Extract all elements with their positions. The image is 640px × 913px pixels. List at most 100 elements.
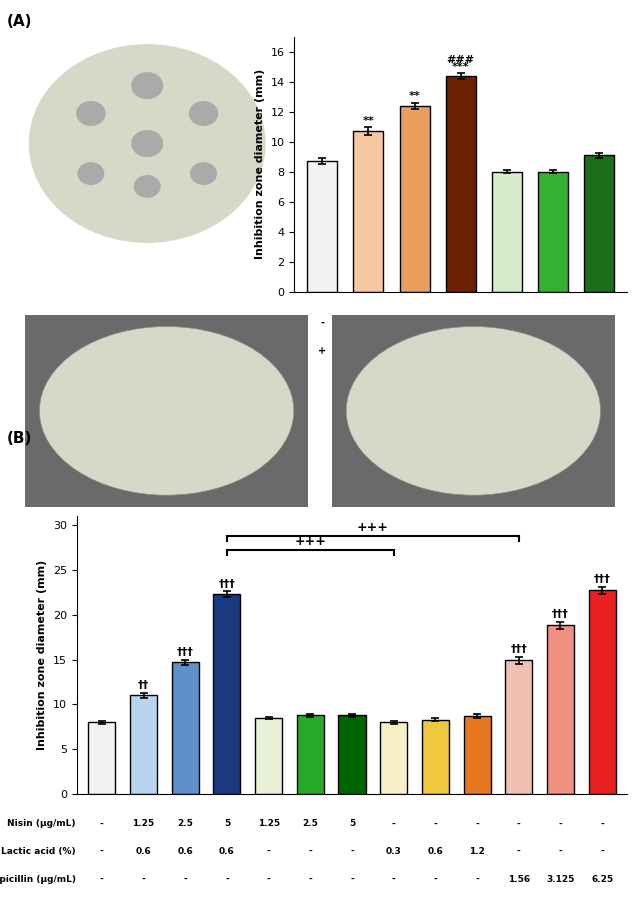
Bar [584, 155, 614, 292]
Text: -: - [559, 819, 563, 828]
Text: 1.56: 1.56 [508, 875, 530, 884]
Text: **: ** [362, 116, 374, 126]
Text: -: - [350, 875, 354, 884]
Text: 3.125: 3.125 [547, 875, 575, 884]
Text: -: - [517, 847, 521, 856]
Bar [505, 660, 532, 794]
FancyBboxPatch shape [332, 315, 615, 507]
Text: -: - [433, 819, 437, 828]
Bar [297, 715, 324, 794]
Ellipse shape [39, 327, 294, 495]
Bar [339, 715, 365, 794]
Circle shape [77, 101, 105, 125]
Text: †††: ††† [510, 645, 527, 655]
Text: -: - [598, 346, 602, 356]
Ellipse shape [29, 45, 265, 242]
Text: Nisin (μg/mL): Nisin (μg/mL) [216, 318, 291, 328]
Text: (A): (A) [6, 14, 32, 28]
Text: 5: 5 [596, 318, 603, 328]
Bar [422, 719, 449, 794]
Circle shape [189, 101, 218, 125]
Text: Nisin (μg/mL): Nisin (μg/mL) [8, 819, 76, 828]
Text: -: - [100, 847, 104, 856]
Text: -: - [476, 875, 479, 884]
Text: **: ** [409, 91, 420, 101]
Bar [399, 106, 429, 292]
Text: -: - [392, 819, 396, 828]
Text: -: - [320, 318, 324, 328]
Text: 6.25: 6.25 [591, 875, 613, 884]
Y-axis label: Inhibition zone diameter (mm): Inhibition zone diameter (mm) [255, 69, 265, 259]
Text: +++: +++ [357, 520, 388, 534]
Text: 5: 5 [224, 819, 230, 828]
Text: -: - [183, 875, 187, 884]
Text: 2.5: 2.5 [302, 819, 318, 828]
Text: 1.2: 1.2 [469, 847, 485, 856]
Text: -: - [600, 819, 604, 828]
Circle shape [191, 163, 216, 184]
Bar [172, 662, 199, 794]
Text: †††: ††† [552, 609, 569, 619]
Text: 5: 5 [349, 819, 355, 828]
Text: 1.25: 1.25 [356, 318, 380, 328]
Text: ***: *** [452, 62, 470, 72]
Text: †††: ††† [177, 647, 194, 656]
FancyBboxPatch shape [25, 315, 308, 507]
Text: †††: ††† [218, 579, 236, 589]
Bar [538, 172, 568, 292]
Text: +: + [457, 346, 465, 356]
Text: 0.3: 0.3 [386, 847, 401, 856]
Text: 0.6: 0.6 [219, 847, 235, 856]
Text: -: - [505, 346, 509, 356]
Circle shape [132, 131, 163, 156]
Text: -: - [559, 847, 563, 856]
Text: 0.6: 0.6 [177, 847, 193, 856]
Text: 0.6: 0.6 [428, 847, 444, 856]
Text: -: - [308, 875, 312, 884]
Bar [255, 718, 282, 794]
Ellipse shape [346, 327, 601, 495]
Text: -: - [225, 875, 228, 884]
Text: -: - [476, 819, 479, 828]
Bar [446, 76, 476, 292]
Y-axis label: Inhibition zone diameter (mm): Inhibition zone diameter (mm) [37, 560, 47, 750]
Circle shape [134, 175, 160, 197]
Text: -: - [141, 875, 145, 884]
Text: 2.5: 2.5 [177, 819, 193, 828]
Bar [547, 625, 574, 794]
Text: -: - [267, 875, 271, 884]
Bar [130, 696, 157, 794]
Text: 2.5: 2.5 [545, 318, 562, 328]
Text: -: - [100, 875, 104, 884]
Text: -: - [100, 819, 104, 828]
Text: 1.25: 1.25 [495, 318, 519, 328]
Text: -: - [600, 847, 604, 856]
Text: (B): (B) [6, 431, 32, 446]
Text: -: - [551, 346, 556, 356]
Text: 2.5: 2.5 [406, 318, 423, 328]
Text: †††: ††† [594, 574, 611, 584]
Text: -: - [267, 847, 271, 856]
Text: +++: +++ [294, 535, 326, 548]
Bar [307, 162, 337, 292]
Text: +: + [318, 346, 326, 356]
Text: Lactic acid (%): Lactic acid (%) [1, 847, 76, 856]
Text: -: - [308, 847, 312, 856]
Text: 5: 5 [458, 318, 464, 328]
Bar [88, 722, 115, 794]
Text: ###: ### [447, 55, 475, 65]
Text: ††: †† [138, 680, 149, 690]
Circle shape [78, 163, 104, 184]
Bar [213, 594, 241, 794]
Bar [353, 131, 383, 292]
Text: -: - [392, 875, 396, 884]
Text: 1.25: 1.25 [132, 819, 155, 828]
Text: +: + [364, 346, 372, 356]
Text: Yogurt supernatant: Yogurt supernatant [191, 346, 291, 355]
Bar [589, 591, 616, 794]
Text: -: - [350, 847, 354, 856]
Text: Ampicillin (μg/mL): Ampicillin (μg/mL) [0, 875, 76, 884]
Bar [463, 716, 491, 794]
Text: 0.6: 0.6 [136, 847, 152, 856]
Text: +: + [410, 346, 419, 356]
